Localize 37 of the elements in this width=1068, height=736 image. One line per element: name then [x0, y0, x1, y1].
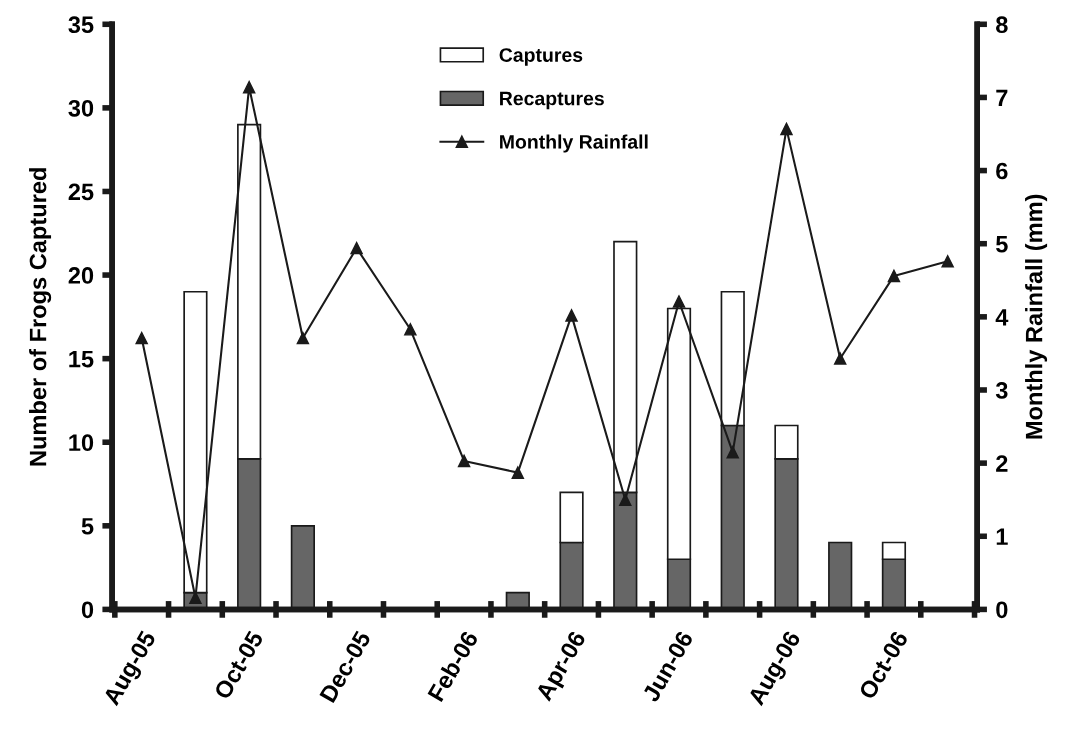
- legend-label: Captures: [499, 48, 583, 66]
- y-tick-label: 30: [68, 99, 94, 117]
- y2-tick-label: 1: [996, 528, 1008, 545]
- y-tick-label: 15: [69, 350, 94, 368]
- point: [565, 309, 578, 322]
- y-tick-label: 20: [68, 267, 94, 284]
- y-tick-label: 35: [68, 16, 94, 34]
- y2-tick-label: 6: [996, 162, 1008, 180]
- y-tick-label: 0: [81, 601, 94, 619]
- y2-tick-label: 3: [995, 382, 1008, 399]
- y2-tick-label: 8: [996, 16, 1008, 34]
- y-axis-title: Number of Frogs Captured: [29, 168, 52, 466]
- y2-axis-title: Monthly Rainfall (mm): [1025, 194, 1048, 439]
- point: [135, 331, 148, 345]
- point: [780, 122, 793, 136]
- point: [350, 241, 363, 255]
- point: [242, 80, 256, 94]
- y2-tick-label: 4: [995, 309, 1009, 326]
- point: [833, 352, 847, 365]
- point: [887, 269, 901, 283]
- point: [511, 466, 525, 479]
- y2-tick-label: 2: [996, 455, 1008, 472]
- point: [457, 454, 471, 468]
- point: [941, 255, 954, 268]
- point: [672, 295, 686, 308]
- point: [619, 493, 632, 506]
- y2-tick-label: 5: [996, 236, 1008, 253]
- y2-tick-label: 7: [996, 89, 1008, 106]
- legend-label: Recaptures: [500, 91, 604, 110]
- legend-label: Monthly Rainfall: [500, 134, 648, 153]
- point: [404, 323, 417, 336]
- y2-tick-label: 0: [996, 601, 1008, 619]
- point: [726, 445, 739, 459]
- y-tick-label: 5: [81, 518, 94, 535]
- y-tick-label: 10: [69, 434, 94, 452]
- y-tick-label: 25: [68, 183, 94, 201]
- point: [296, 331, 310, 345]
